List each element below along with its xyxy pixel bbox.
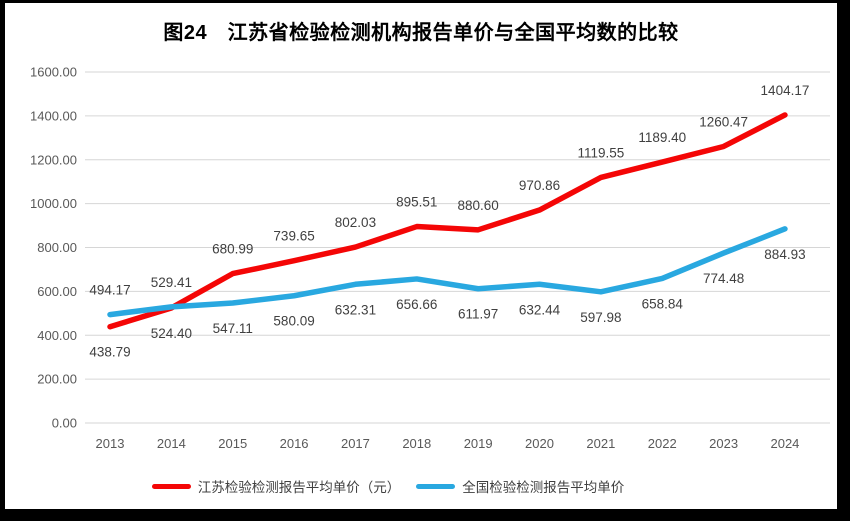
- series-line-1: [107, 226, 788, 318]
- legend-swatch-jiangsu-icon: [151, 483, 191, 489]
- x-tick-label: 2024: [770, 436, 799, 451]
- x-tick-label: 2013: [96, 436, 125, 451]
- data-label: 1260.47: [699, 114, 748, 129]
- x-tick-label: 2023: [709, 436, 738, 451]
- data-label: 632.31: [335, 302, 376, 317]
- data-label: 438.79: [89, 345, 130, 360]
- series-line-0: [107, 112, 788, 330]
- y-tick-label: 1200.00: [30, 152, 77, 167]
- data-label: 1119.55: [577, 145, 624, 160]
- y-tick-label: 1600.00: [30, 65, 77, 80]
- line-chart: 0.00 200.00 400.00 600.00 800.00 1000.00 1200.…: [30, 65, 830, 451]
- legend-label-jiangsu: 江苏检验检测报告平均单价（元）: [197, 480, 401, 495]
- data-label: 880.60: [458, 198, 499, 213]
- data-label: 774.48: [703, 271, 744, 286]
- chart-legend: 江苏检验检测报告平均单价（元） 全国检验检测报告平均单价: [0, 476, 804, 496]
- y-tick-label: 600.00: [37, 284, 77, 299]
- data-label: 739.65: [273, 229, 314, 244]
- data-label: 884.93: [764, 247, 805, 262]
- data-label: 658.84: [642, 296, 684, 311]
- x-tick-label: 2018: [402, 436, 431, 451]
- x-tick-label: 2015: [218, 436, 247, 451]
- data-label: 656.66: [396, 297, 437, 312]
- y-tick-label: 800.00: [37, 240, 77, 255]
- data-label: 1404.17: [761, 83, 810, 98]
- x-tick-label: 2022: [648, 436, 677, 451]
- y-tick-label: 0.00: [52, 416, 77, 431]
- data-label: 611.97: [458, 307, 498, 322]
- data-label: 524.40: [151, 326, 192, 341]
- data-label: 680.99: [212, 242, 253, 257]
- data-label: 529.41: [151, 275, 192, 290]
- chart-title: 图24 江苏省检验检测机构报告单价与全国平均数的比较: [163, 22, 679, 44]
- y-tick-label: 200.00: [37, 372, 77, 387]
- x-tick-label: 2019: [464, 436, 493, 451]
- data-label: 802.03: [335, 215, 376, 230]
- x-tick-label: 2020: [525, 436, 554, 451]
- x-tick-label: 2016: [280, 436, 309, 451]
- data-label: 632.44: [519, 302, 561, 317]
- legend-swatch-national-icon: [416, 483, 456, 489]
- y-tick-label: 1000.00: [30, 196, 77, 211]
- data-label: 597.98: [580, 310, 621, 325]
- x-tick-label: 2014: [157, 436, 186, 451]
- x-tick-label: 2021: [586, 436, 615, 451]
- data-label: 895.51: [396, 195, 437, 210]
- chart-canvas: 0.00 200.00 400.00 600.00 800.00 1000.00 1200.…: [5, 3, 837, 509]
- legend-label-national: 全国检验检测报告平均单价: [462, 480, 625, 495]
- legend-item-national: 全国检验检测报告平均单价: [416, 476, 624, 496]
- y-tick-label: 1400.00: [30, 108, 77, 123]
- data-label: 547.11: [213, 321, 253, 336]
- legend-item-jiangsu: 江苏检验检测报告平均单价（元）: [151, 476, 401, 496]
- data-label: 1189.40: [638, 130, 686, 145]
- data-label: 970.86: [519, 178, 560, 193]
- data-label: 494.17: [89, 283, 130, 298]
- y-tick-label: 400.00: [37, 328, 77, 343]
- x-tick-label: 2017: [341, 436, 370, 451]
- data-label: 580.09: [273, 314, 314, 329]
